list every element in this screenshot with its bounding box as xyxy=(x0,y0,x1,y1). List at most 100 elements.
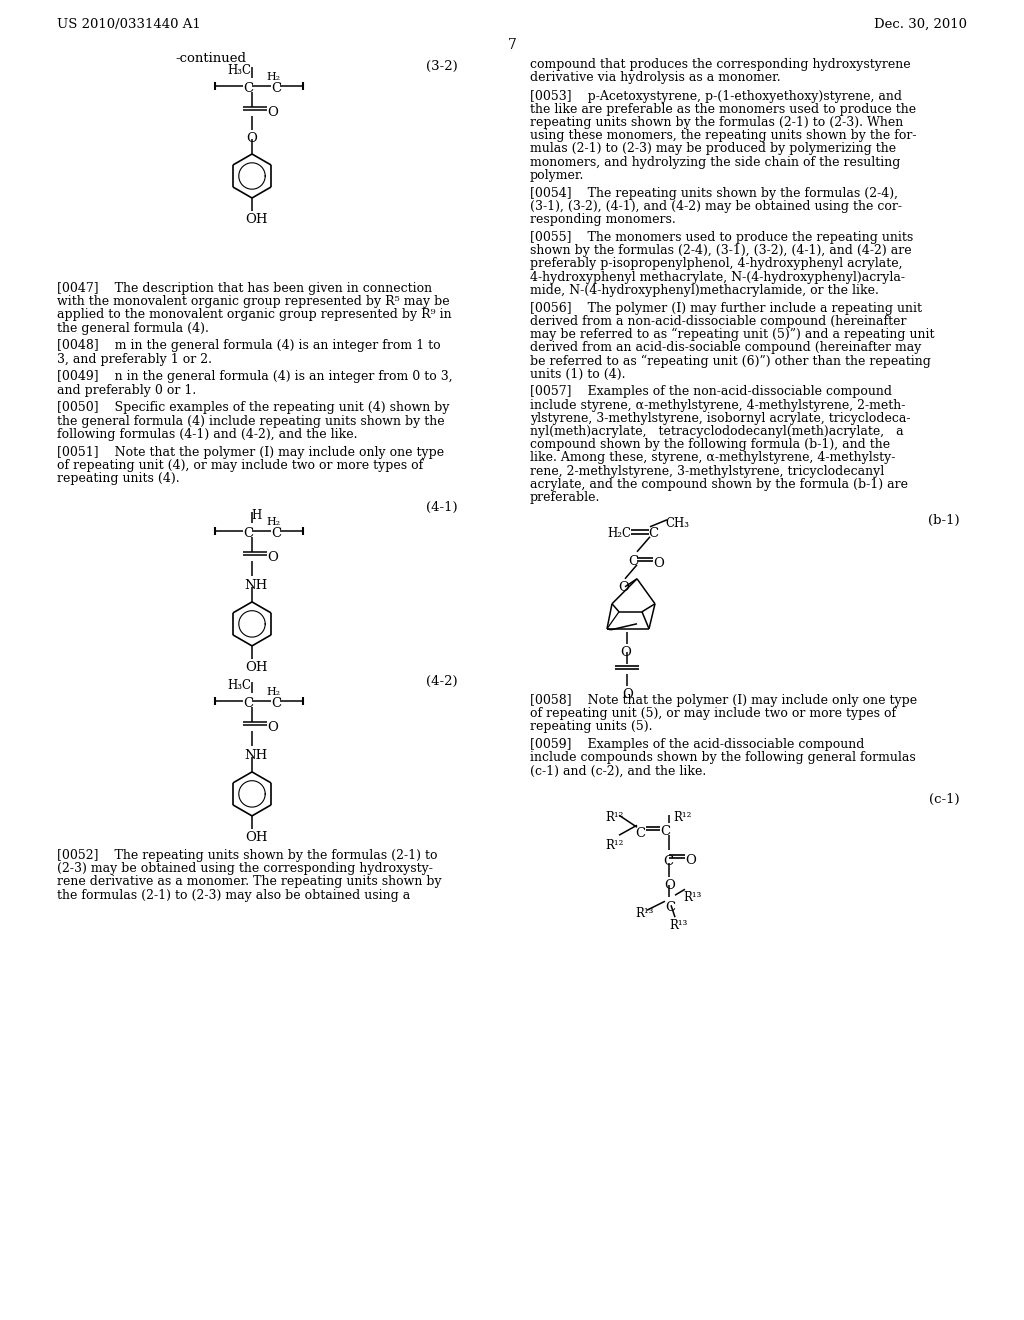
Text: H: H xyxy=(251,510,261,521)
Text: preferably p-isopropenylphenol, 4-hydroxyphenyl acrylate,: preferably p-isopropenylphenol, 4-hydrox… xyxy=(530,257,902,271)
Text: rene, 2-methylstyrene, 3-methylstyrene, tricyclodecanyl: rene, 2-methylstyrene, 3-methylstyrene, … xyxy=(530,465,885,478)
Text: [0051]    Note that the polymer (I) may include only one type: [0051] Note that the polymer (I) may inc… xyxy=(57,446,444,458)
Text: C: C xyxy=(271,527,282,540)
Text: C: C xyxy=(628,554,638,568)
Text: O: O xyxy=(267,106,278,119)
Text: rene derivative as a monomer. The repeating units shown by: rene derivative as a monomer. The repeat… xyxy=(57,875,441,888)
Text: the like are preferable as the monomers used to produce the: the like are preferable as the monomers … xyxy=(530,103,916,116)
Text: preferable.: preferable. xyxy=(530,491,600,504)
Text: of repeating unit (5), or may include two or more types of: of repeating unit (5), or may include tw… xyxy=(530,708,896,719)
Text: C: C xyxy=(243,697,253,710)
Text: polymer.: polymer. xyxy=(530,169,585,182)
Text: OH: OH xyxy=(245,830,267,843)
Text: be referred to as “repeating unit (6)”) other than the repeating: be referred to as “repeating unit (6)”) … xyxy=(530,354,931,367)
Text: [0054]    The repeating units shown by the formulas (2-4),: [0054] The repeating units shown by the … xyxy=(530,186,898,199)
Text: (2-3) may be obtained using the corresponding hydroxysty-: (2-3) may be obtained using the correspo… xyxy=(57,862,433,875)
Text: [0058]    Note that the polymer (I) may include only one type: [0058] Note that the polymer (I) may inc… xyxy=(530,694,918,706)
Text: C: C xyxy=(635,828,645,841)
Text: acrylate, and the compound shown by the formula (b-1) are: acrylate, and the compound shown by the … xyxy=(530,478,908,491)
Text: R¹²: R¹² xyxy=(605,812,624,824)
Text: OH: OH xyxy=(245,213,267,226)
Text: of repeating unit (4), or may include two or more types of: of repeating unit (4), or may include tw… xyxy=(57,459,423,471)
Text: and preferably 0 or 1.: and preferably 0 or 1. xyxy=(57,384,197,396)
Text: US 2010/0331440 A1: US 2010/0331440 A1 xyxy=(57,18,201,30)
Text: [0048]    m in the general formula (4) is an integer from 1 to: [0048] m in the general formula (4) is a… xyxy=(57,339,440,352)
Text: C: C xyxy=(271,697,282,710)
Text: 4-hydroxyphenyl methacrylate, N-(4-hydroxyphenyl)acryla-: 4-hydroxyphenyl methacrylate, N-(4-hydro… xyxy=(530,271,905,284)
Text: H₃C: H₃C xyxy=(227,63,251,77)
Text: may be referred to as “repeating unit (5)”) and a repeating unit: may be referred to as “repeating unit (5… xyxy=(530,327,935,341)
Text: O: O xyxy=(685,854,696,867)
Text: repeating units (5).: repeating units (5). xyxy=(530,721,652,733)
Text: O: O xyxy=(620,645,631,659)
Text: [0050]    Specific examples of the repeating unit (4) shown by: [0050] Specific examples of the repeatin… xyxy=(57,401,450,414)
Text: -continued: -continued xyxy=(175,51,246,65)
Text: compound that produces the corresponding hydroxystyrene: compound that produces the corresponding… xyxy=(530,58,910,71)
Text: CH₃: CH₃ xyxy=(665,517,689,529)
Text: 7: 7 xyxy=(508,38,516,51)
Text: derived from an acid-dis­sociable compound (hereinafter may: derived from an acid-dis­sociable compou… xyxy=(530,341,922,354)
Text: O: O xyxy=(653,557,664,570)
Text: [0059]    Examples of the acid-dissociable compound: [0059] Examples of the acid-dissociable … xyxy=(530,738,864,751)
Text: responding monomers.: responding monomers. xyxy=(530,213,676,226)
Text: R¹³: R¹³ xyxy=(669,919,687,932)
Text: C: C xyxy=(660,825,670,838)
Text: [0049]    n in the general formula (4) is an integer from 0 to 3,: [0049] n in the general formula (4) is a… xyxy=(57,371,453,383)
Text: mulas (2-1) to (2-3) may be produced by polymerizing the: mulas (2-1) to (2-3) may be produced by … xyxy=(530,143,896,156)
Text: OH: OH xyxy=(245,661,267,675)
Text: Dec. 30, 2010: Dec. 30, 2010 xyxy=(874,18,967,30)
Text: C: C xyxy=(665,902,675,915)
Text: R¹²: R¹² xyxy=(605,840,624,853)
Text: [0057]    Examples of the non-acid-dissociable compound: [0057] Examples of the non-acid-dissocia… xyxy=(530,385,892,399)
Text: (3-2): (3-2) xyxy=(426,59,458,73)
Text: H₂: H₂ xyxy=(266,517,281,527)
Text: NH: NH xyxy=(244,579,267,591)
Text: R¹³: R¹³ xyxy=(635,907,653,920)
Text: units (1) to (4).: units (1) to (4). xyxy=(530,367,626,380)
Text: (4-2): (4-2) xyxy=(426,675,458,688)
Text: O: O xyxy=(664,879,675,892)
Text: [0056]    The polymer (I) may further include a repeating unit: [0056] The polymer (I) may further inclu… xyxy=(530,301,922,314)
Text: following formulas (4-1) and (4-2), and the like.: following formulas (4-1) and (4-2), and … xyxy=(57,428,357,441)
Text: H₂C: H₂C xyxy=(607,527,631,540)
Text: shown by the formulas (2-4), (3-1), (3-2), (4-1), and (4-2) are: shown by the formulas (2-4), (3-1), (3-2… xyxy=(530,244,911,257)
Text: derived from a non-acid-dissociable compound (hereinafter: derived from a non-acid-dissociable comp… xyxy=(530,314,906,327)
Text: C: C xyxy=(243,82,253,95)
Text: R¹²: R¹² xyxy=(673,812,691,824)
Text: repeating units shown by the formulas (2-1) to (2-3). When: repeating units shown by the formulas (2… xyxy=(530,116,903,129)
Text: compound shown by the following formula (b-1), and the: compound shown by the following formula … xyxy=(530,438,890,451)
Text: O: O xyxy=(267,550,278,564)
Text: O: O xyxy=(618,581,629,594)
Text: include styrene, α-methylstyrene, 4-methylstyrene, 2-meth-: include styrene, α-methylstyrene, 4-meth… xyxy=(530,399,905,412)
Text: the general formula (4).: the general formula (4). xyxy=(57,322,209,334)
Text: the general formula (4) include repeating units shown by the: the general formula (4) include repeatin… xyxy=(57,414,444,428)
Text: H₂: H₂ xyxy=(266,73,281,82)
Text: derivative via hydrolysis as a monomer.: derivative via hydrolysis as a monomer. xyxy=(530,71,780,84)
Text: H₃C: H₃C xyxy=(227,678,251,692)
Text: (4-1): (4-1) xyxy=(426,500,458,513)
Text: with the monovalent organic group represented by R⁵ may be: with the monovalent organic group repres… xyxy=(57,296,450,308)
Text: the formulas (2-1) to (2-3) may also be obtained using a: the formulas (2-1) to (2-3) may also be … xyxy=(57,888,411,902)
Text: C: C xyxy=(271,82,282,95)
Text: (3-1), (3-2), (4-1), and (4-2) may be obtained using the cor-: (3-1), (3-2), (4-1), and (4-2) may be ob… xyxy=(530,199,902,213)
Text: nyl(meth)acrylate,   tetracyclododecanyl(meth)acrylate,   a: nyl(meth)acrylate, tetracyclododecanyl(m… xyxy=(530,425,903,438)
Text: (c-1) and (c-2), and the like.: (c-1) and (c-2), and the like. xyxy=(530,764,707,777)
Text: R¹³: R¹³ xyxy=(683,891,701,904)
Text: include compounds shown by the following general formulas: include compounds shown by the following… xyxy=(530,751,915,764)
Text: O: O xyxy=(622,688,633,701)
Text: [0055]    The monomers used to produce the repeating units: [0055] The monomers used to produce the … xyxy=(530,231,913,244)
Text: O: O xyxy=(267,721,278,734)
Text: (b-1): (b-1) xyxy=(929,513,961,527)
Text: C: C xyxy=(243,527,253,540)
Text: C: C xyxy=(648,527,658,540)
Text: (c-1): (c-1) xyxy=(930,793,961,807)
Text: C: C xyxy=(663,855,673,869)
Text: [0047]    The description that has been given in connection: [0047] The description that has been giv… xyxy=(57,282,432,294)
Text: monomers, and hydrolyzing the side chain of the resulting: monomers, and hydrolyzing the side chain… xyxy=(530,156,900,169)
Text: applied to the monovalent organic group represented by R⁹ in: applied to the monovalent organic group … xyxy=(57,309,452,321)
Text: repeating units (4).: repeating units (4). xyxy=(57,473,179,484)
Text: like. Among these, styrene, α-methylstyrene, 4-methylsty-: like. Among these, styrene, α-methylstyr… xyxy=(530,451,895,465)
Text: using these monomers, the repeating units shown by the for-: using these monomers, the repeating unit… xyxy=(530,129,916,143)
Text: NH: NH xyxy=(244,748,267,762)
Text: O: O xyxy=(246,132,257,145)
